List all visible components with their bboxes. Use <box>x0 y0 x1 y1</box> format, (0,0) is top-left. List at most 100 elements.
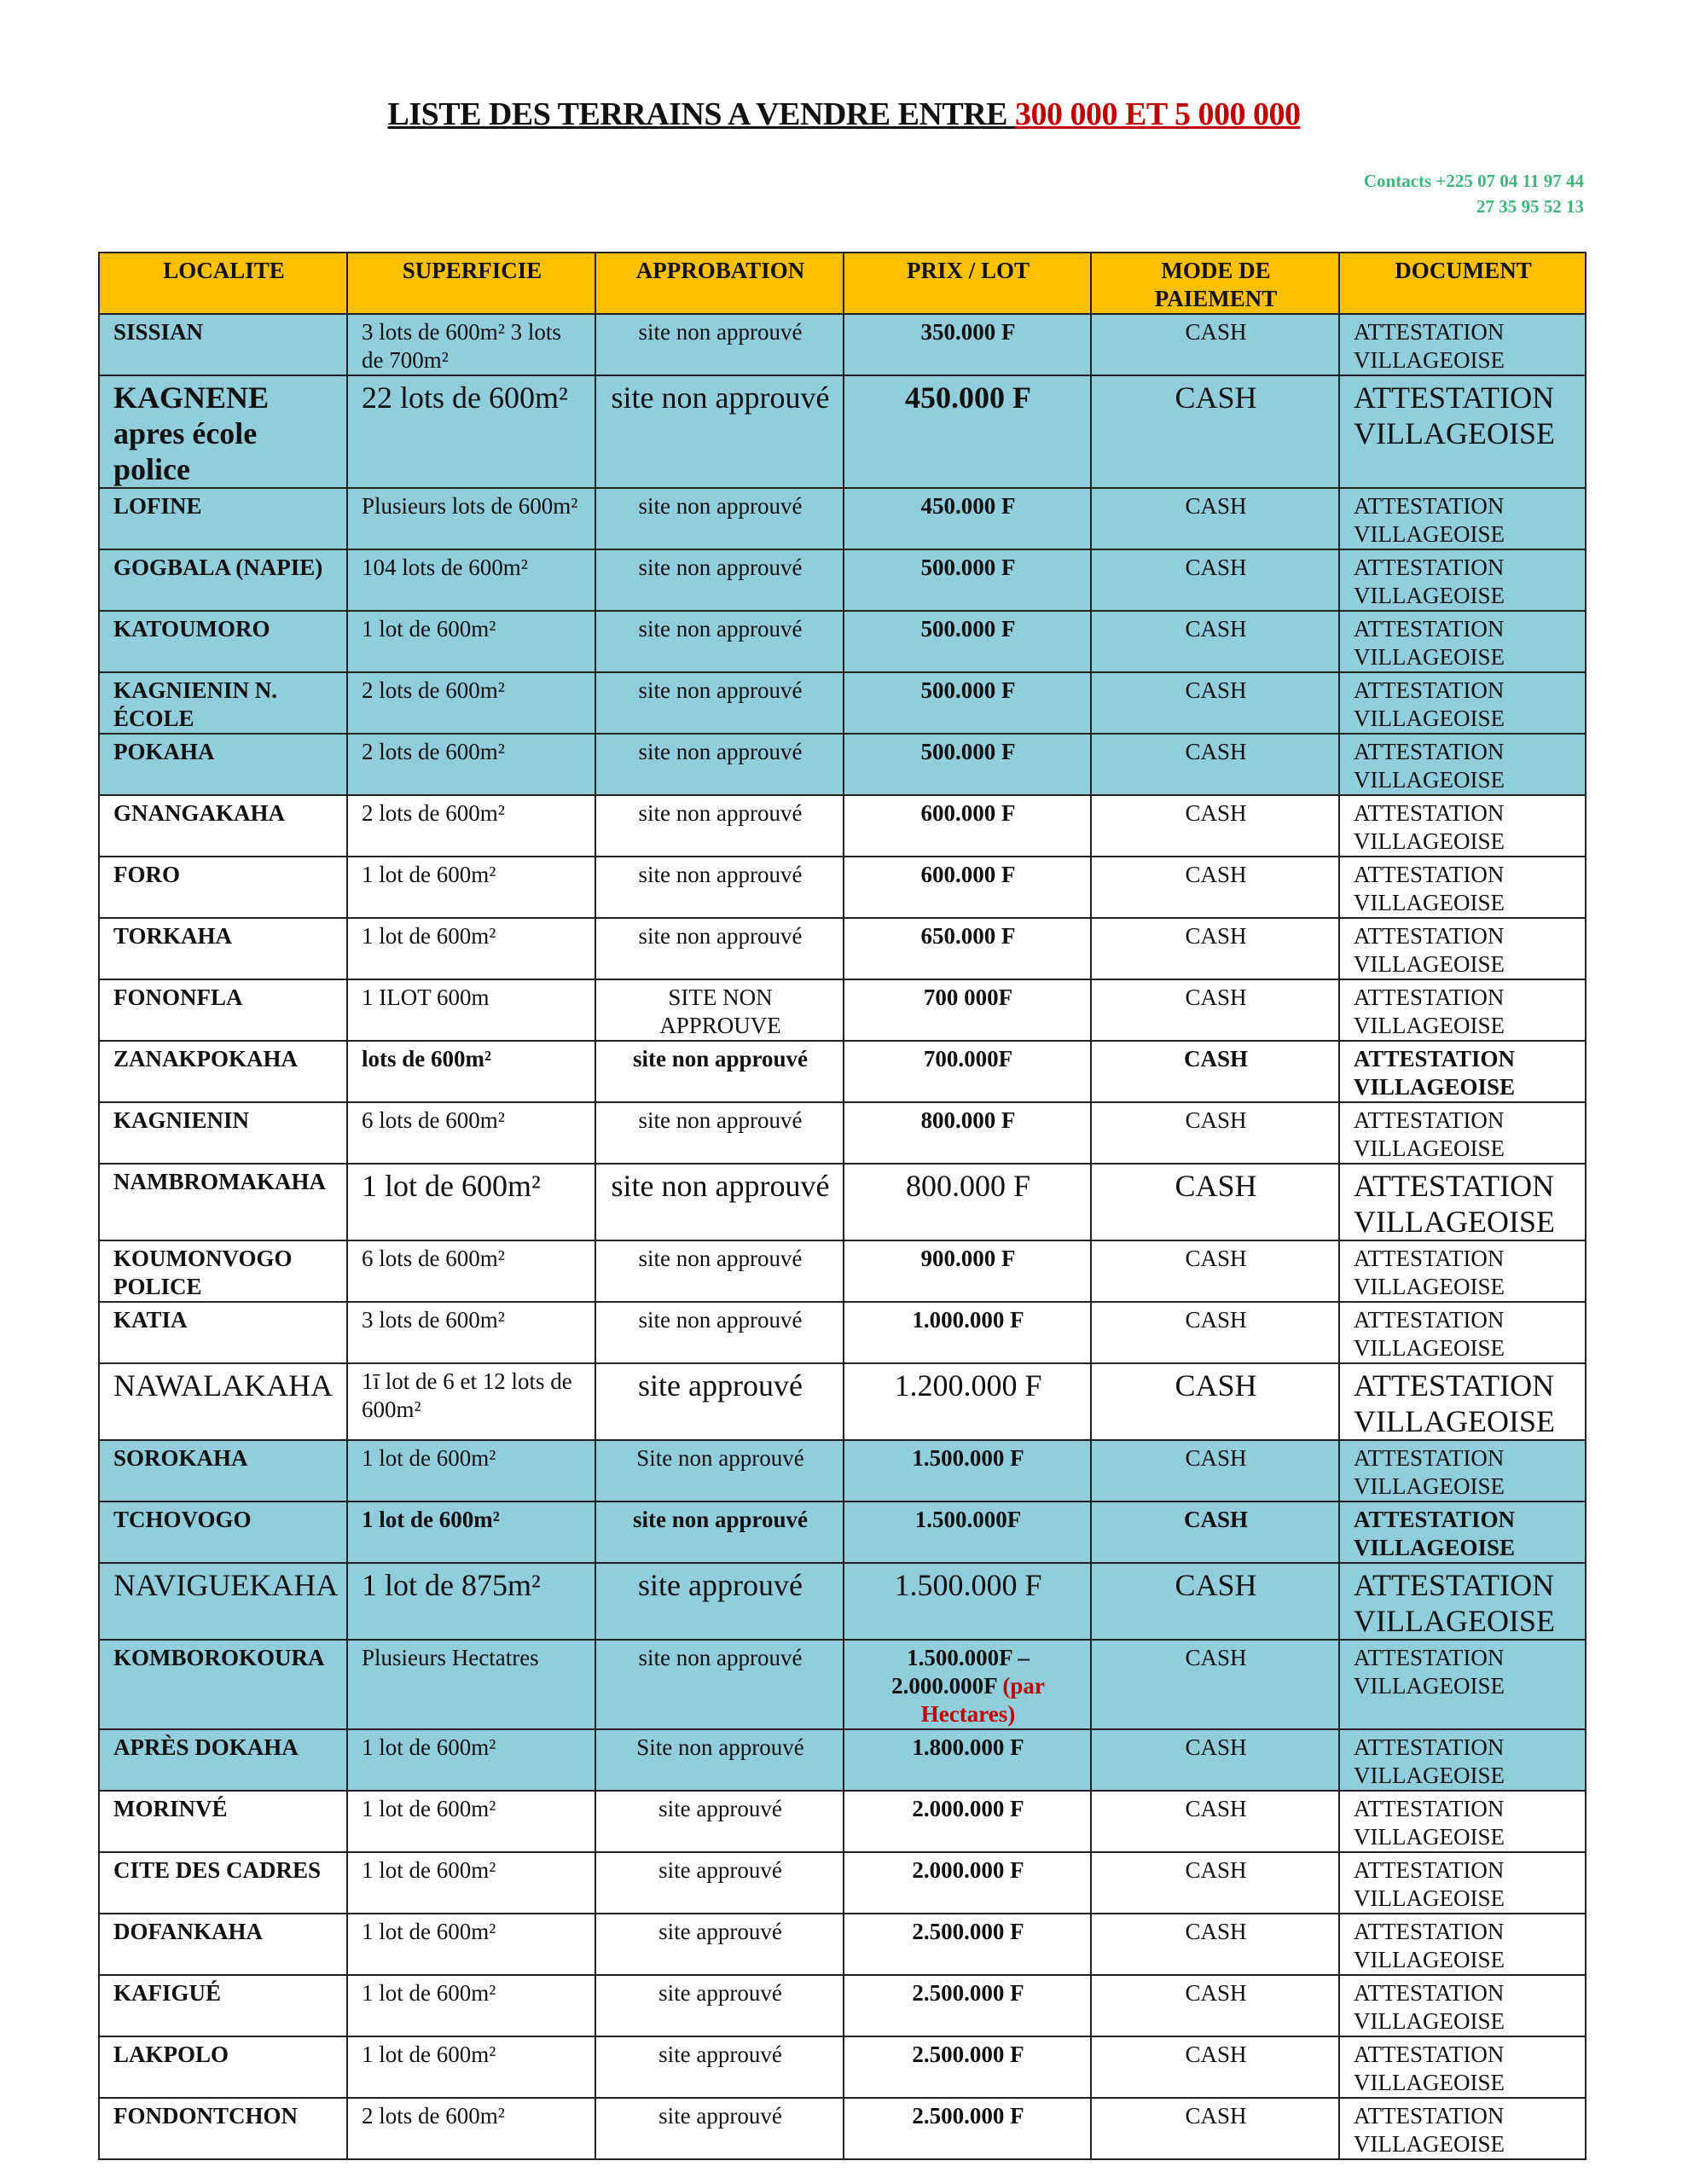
cell-superficie: 1 lot de 600m² <box>346 1790 596 1853</box>
cell-superficie: 1 lot de 600m² <box>346 1851 596 1914</box>
cell-document: ATTESTATION VILLAGEOISE <box>1338 1301 1586 1364</box>
cell-document: ATTESTATION VILLAGEOISE <box>1338 1501 1586 1564</box>
cell-approbation: site non approuvé <box>595 1639 844 1730</box>
paiement-text: CASH <box>1183 1046 1248 1072</box>
cell-superficie: 1 lot de 600m² <box>346 917 596 980</box>
superficie-text: 2 lots de 600m² <box>362 2103 505 2129</box>
table-row: KAGNIENIN 6 lots de 600m² site non approuv… <box>98 1101 1586 1165</box>
cell-paiement: CASH <box>1090 1501 1340 1564</box>
prix-text: 350.000 F <box>920 319 1016 345</box>
cell-approbation: site non approuvé <box>595 917 844 980</box>
localite-text: DOFANKAHA <box>113 1919 263 1944</box>
cell-approbation: site non approuvé <box>595 733 844 796</box>
localite-text: NAMBROMAKAHA <box>113 1169 326 1194</box>
table-row: KATIA 3 lots de 600m² site non approuvé 1.0… <box>98 1301 1586 1364</box>
cell-document: ATTESTATION VILLAGEOISE <box>1338 2036 1586 2099</box>
cell-document: ATTESTATION VILLAGEOISE <box>1338 487 1586 550</box>
superficie-text: 1 lot de 600m² <box>362 1796 496 1821</box>
cell-approbation: site non approuvé <box>595 1040 844 1103</box>
cell-localite: TCHOVOGO <box>98 1501 348 1564</box>
document-text: ATTESTATION VILLAGEOISE <box>1354 319 1505 373</box>
table-row: APRÈS DOKAHA 1 lot de 600m² Site non appro… <box>98 1728 1586 1792</box>
approbation-text: site non approuvé <box>611 1169 830 1203</box>
cell-paiement: CASH <box>1090 1101 1340 1165</box>
paiement-text: CASH <box>1175 380 1257 415</box>
cell-document: ATTESTATION VILLAGEOISE <box>1338 1101 1586 1165</box>
localite-text: KATOUMORO <box>113 616 270 642</box>
localite-text: TORKAHA <box>113 923 233 949</box>
localite-text: KATIA <box>113 1307 188 1333</box>
cell-approbation: SITE NON APPROUVE <box>595 979 844 1042</box>
prix-text: 2.000.000 F <box>912 1796 1024 1821</box>
cell-document: ATTESTATION VILLAGEOISE <box>1338 1974 1586 2037</box>
superficie-text: 1 lot de 600m² <box>362 923 496 949</box>
localite-text: TCHOVOGO <box>113 1507 252 1532</box>
superficie-text: 6 lots de 600m² <box>362 1107 505 1133</box>
localite-text: LAKPOLO <box>113 2042 229 2067</box>
paiement-text: CASH <box>1185 493 1247 519</box>
table-row: FONDONTCHON 2 lots de 600m² site approuvé 2… <box>98 2097 1586 2160</box>
contact-phone-1: Contacts +225 07 04 11 97 44 <box>1363 171 1584 191</box>
paiement-text: CASH <box>1175 1368 1257 1403</box>
cell-superficie: 2 lots de 600m² <box>346 794 596 857</box>
cell-localite: NAMBROMAKAHA <box>98 1163 348 1241</box>
cell-document: ATTESTATION VILLAGEOISE <box>1338 1851 1586 1914</box>
cell-approbation: site non approuvé <box>595 1501 844 1564</box>
cell-localite: KATOUMORO <box>98 610 348 673</box>
paiement-text: CASH <box>1185 923 1247 949</box>
localite-text: SOROKAHA <box>113 1445 248 1471</box>
paiement-text: CASH <box>1175 1169 1257 1203</box>
approbation-text: site approuvé <box>658 1796 782 1821</box>
cell-paiement: CASH <box>1090 1240 1340 1303</box>
document-text: ATTESTATION VILLAGEOISE <box>1354 923 1505 977</box>
cell-approbation: site approuvé <box>595 1562 844 1641</box>
prix-text: 2.000.000 F <box>912 1857 1024 1883</box>
prix-text: 1.200.000 F <box>894 1368 1042 1403</box>
cell-superficie: 104 lots de 600m² <box>346 549 596 612</box>
cell-prix: 800.000 F <box>843 1163 1092 1241</box>
document-text: ATTESTATION VILLAGEOISE <box>1354 1445 1505 1499</box>
cell-localite: KOUMONVOGO POLICE <box>98 1240 348 1303</box>
cell-localite: SISSIAN <box>98 313 348 376</box>
cell-prix: 1.500.000F <box>843 1501 1092 1564</box>
prix-text: 1.000.000 F <box>912 1307 1024 1333</box>
paiement-text: CASH <box>1185 2103 1247 2129</box>
approbation-text: site non approuvé <box>638 319 803 345</box>
cell-prix: 350.000 F <box>843 313 1092 376</box>
cell-document: ATTESTATION VILLAGEOISE <box>1338 1439 1586 1502</box>
document-text: ATTESTATION VILLAGEOISE <box>1354 1368 1555 1438</box>
localite-text: MORINVÉ <box>113 1796 228 1821</box>
prix-text: 450.000 F <box>920 493 1016 519</box>
prix-text: 2.500.000 F <box>912 1980 1024 2006</box>
cell-paiement: CASH <box>1090 2097 1340 2160</box>
cell-prix: 1.000.000 F <box>843 1301 1092 1364</box>
localite-text: KOUMONVOGO POLICE <box>113 1246 293 1299</box>
title-price-range: 300 000 ET 5 000 000 <box>1015 96 1301 132</box>
document-text: ATTESTATION VILLAGEOISE <box>1354 1919 1505 1972</box>
prix-text: 2.500.000 F <box>912 2042 1024 2067</box>
paiement-text: CASH <box>1185 2042 1247 2067</box>
table-row: SISSIAN 3 lots de 600m² 3 lots de 700m² si… <box>98 313 1586 376</box>
approbation-text: site non approuvé <box>638 1246 803 1271</box>
localite-text: NAVIGUEKAHA <box>113 1568 339 1602</box>
prix-text: 1.500.000 F <box>912 1445 1024 1471</box>
cell-approbation: Site non approuvé <box>595 1439 844 1502</box>
table-row: FONONFLA 1 ILOT 600m SITE NON APPROUVE 700 … <box>98 979 1586 1042</box>
prix-text: 700.000F <box>923 1046 1013 1072</box>
document-text: ATTESTATION VILLAGEOISE <box>1354 1568 1555 1638</box>
cell-localite: KATIA <box>98 1301 348 1364</box>
table-row: GNANGAKAHA 2 lots de 600m² site non approu… <box>98 794 1586 857</box>
approbation-text: site approuvé <box>638 1368 803 1403</box>
localite-text: GNANGAKAHA <box>113 800 285 826</box>
cell-approbation: site approuvé <box>595 1851 844 1914</box>
table-row: KAGNENE apres école police 22 lots de 600… <box>98 375 1586 489</box>
superficie-text: 1 lot de 600m² <box>362 1919 496 1944</box>
prix-text: 450.000 F <box>905 380 1031 415</box>
cell-superficie: 1 ILOT 600m <box>346 979 596 1042</box>
superficie-text: 22 lots de 600m² <box>362 380 568 415</box>
cell-prix: 2.000.000 F <box>843 1851 1092 1914</box>
prix-text: 2.500.000 F <box>912 1919 1024 1944</box>
cell-superficie: 1 lot de 600m² <box>346 1728 596 1792</box>
cell-superficie: 2 lots de 600m² <box>346 2097 596 2160</box>
table-row: ZANAKPOKAHA lots de 600m² site non approuv… <box>98 1040 1586 1103</box>
